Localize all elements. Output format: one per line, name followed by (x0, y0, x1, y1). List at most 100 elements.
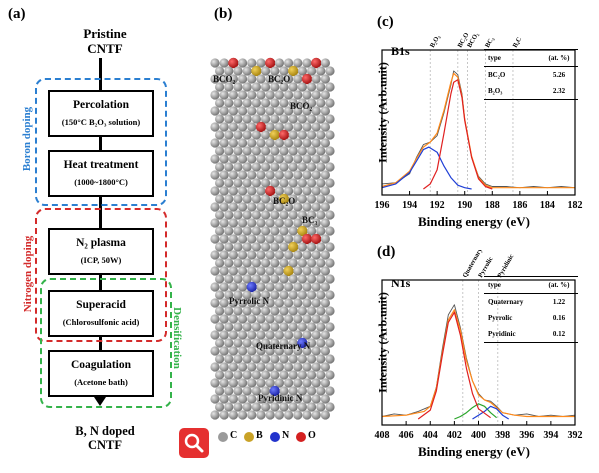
nanotube-atom (247, 90, 257, 100)
nanotube-atom (265, 282, 275, 292)
nanotube-atom (274, 378, 284, 388)
nanotube-atom (269, 129, 280, 141)
nanotube-atom (261, 386, 271, 396)
nanotube-atom (238, 266, 248, 276)
nanotube-atom (284, 394, 294, 404)
legend-label-boron: B (256, 430, 263, 441)
nanotube-atom (233, 114, 243, 124)
nanotube-atom (293, 282, 303, 292)
nanotube-atom (293, 90, 303, 100)
nanotube-atom (297, 66, 307, 76)
nanotube-atom (302, 154, 312, 164)
nanotube-atom (316, 226, 326, 236)
nanotube-atom (224, 178, 234, 188)
table-cell: Pyridinic (488, 330, 516, 338)
step-title: N₂ plasma (76, 237, 126, 249)
nanotube-atom (325, 242, 335, 252)
nanotube-atom (233, 226, 243, 236)
nanotube-atom (316, 258, 326, 268)
nanotube-atom (219, 90, 229, 100)
nanotube-atom (261, 162, 271, 172)
nanotube-atom (247, 202, 257, 212)
nanotube-atom (316, 354, 326, 364)
nanotube-atom (238, 394, 248, 404)
nanotube-atom (320, 74, 330, 84)
zoom-button[interactable] (179, 428, 209, 458)
nanotube-atom (307, 226, 317, 236)
nanotube-atom (297, 98, 307, 108)
nanotube-atom (293, 154, 303, 164)
nanotube-atom (210, 330, 220, 340)
nanotube-atom (311, 282, 321, 292)
nanotube-atom (279, 210, 289, 220)
nitrogen-doping-label: Nitrogen doping (22, 235, 34, 313)
nanotube-atom (228, 202, 238, 212)
nanotube-atom (210, 394, 220, 404)
nanotube-atom (325, 274, 335, 284)
nanotube-atom (316, 194, 326, 204)
nanotube-atom (293, 362, 303, 372)
nanotube-atom (274, 218, 284, 228)
nanotube-atom (256, 362, 266, 372)
nanotube-atom (274, 282, 284, 292)
nanotube-atom (320, 330, 330, 340)
nanotube-atom (228, 250, 238, 260)
nanotube-atom (238, 154, 248, 164)
nanotube-atom (261, 114, 271, 124)
nanotube-atom (256, 266, 266, 276)
nanotube-atom (233, 82, 243, 92)
nanotube-atom (270, 274, 280, 284)
nanotube-atom (215, 354, 225, 364)
nanotube-atom (238, 362, 248, 372)
nanotube-atom (228, 106, 238, 116)
nanotube-atom (219, 218, 229, 228)
nanotube-atom (316, 114, 326, 124)
nanotube-atom (316, 66, 326, 76)
nanotube-atom (224, 370, 234, 380)
legend-label-oxygen: O (308, 430, 316, 441)
nanotube-atom (219, 362, 229, 372)
panel-a-label: (a) (8, 6, 26, 22)
nanotube-atom (233, 386, 243, 396)
nanotube-atom (242, 114, 252, 124)
legend-label-nitrogen: N (282, 430, 290, 441)
nanotube-atom (297, 210, 307, 220)
nanotube-atom (316, 274, 326, 284)
nanotube-atom (325, 402, 335, 412)
nanotube-atom (293, 58, 303, 68)
nanotube-atom (265, 74, 275, 84)
nanotube-atom (270, 322, 280, 332)
nanotube-atom (307, 290, 317, 300)
table-row: BC₂O 5.26 (484, 67, 578, 84)
nanotube-atom (242, 98, 252, 108)
nanotube-atom (316, 162, 326, 172)
table-cell: 5.26 (552, 71, 566, 79)
nanotube-atom (293, 250, 303, 260)
nanotube-atom (316, 402, 326, 412)
nanotube-atom (311, 122, 321, 132)
nanotube-atom (238, 234, 248, 244)
nanotube-atom (215, 242, 225, 252)
nanotube-atom (316, 98, 326, 108)
nanotube-atom (242, 162, 252, 172)
nanotube-atom (274, 330, 284, 340)
nanotube-atom (265, 90, 275, 100)
nanotube-atom (316, 322, 326, 332)
nanotube-atom (302, 410, 312, 420)
nanotube-atom (238, 202, 248, 212)
nanotube-atom (238, 58, 248, 68)
nanotube-atom (311, 90, 321, 100)
nanotube-atom (307, 354, 317, 364)
site-label-bco2-1: BCO₂ (213, 74, 236, 84)
nanotube-atom (210, 154, 220, 164)
step-percolation: Percolation (150°C B₂O₃ solution) (48, 90, 154, 137)
nanotube-atom (270, 194, 280, 204)
nanotube-atom (233, 146, 243, 156)
nanotube-atom (255, 121, 267, 133)
nanotube-atom (279, 66, 289, 76)
nanotube-atom (233, 210, 243, 220)
legend-dot-boron (244, 432, 254, 442)
nanotube-atom (293, 138, 303, 148)
nanotube-atom (307, 162, 317, 172)
nanotube-atom (228, 154, 238, 164)
